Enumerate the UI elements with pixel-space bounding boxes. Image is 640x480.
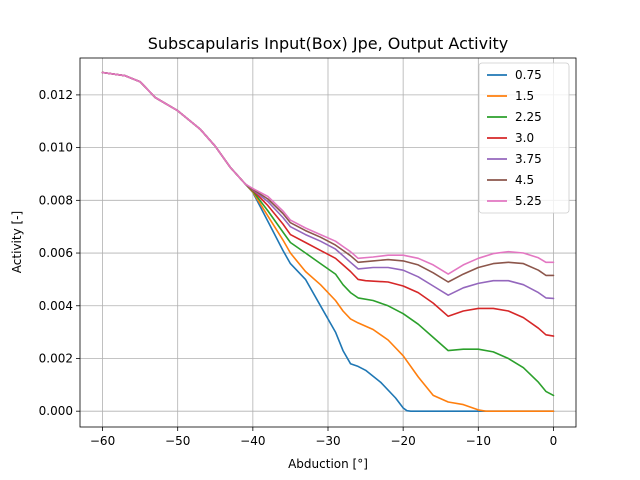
x-tick-label: −40: [240, 434, 265, 448]
series-lines: [101, 71, 555, 413]
legend-label: 3.75: [515, 152, 542, 166]
x-tick-label: −10: [466, 434, 491, 448]
y-tick-label: 0.010: [39, 141, 73, 155]
series-line-5.25: [101, 71, 555, 275]
y-tick-label: 0.004: [39, 299, 73, 313]
x-tick-label: 0: [550, 434, 558, 448]
x-axis-ticks: −60 −50 −40 −30 −20 −10 0: [90, 427, 557, 448]
y-tick-label: 0.006: [39, 246, 73, 260]
legend-label: 3.0: [515, 131, 534, 145]
legend-label: 1.5: [515, 89, 534, 103]
x-tick-label: −60: [90, 434, 115, 448]
x-tick-label: −50: [165, 434, 190, 448]
legend-label: 0.75: [515, 68, 542, 82]
y-axis-label: Activity [-]: [10, 211, 24, 273]
y-tick-label: 0.000: [39, 404, 73, 418]
legend-label: 2.25: [515, 110, 542, 124]
y-tick-label: 0.012: [39, 88, 73, 102]
legend-label: 5.25: [515, 194, 542, 208]
legend-box: [478, 62, 570, 214]
legend-label: 4.5: [515, 173, 534, 187]
x-tick-label: −20: [390, 434, 415, 448]
x-tick-label: −30: [315, 434, 340, 448]
chart-title: Subscapularis Input(Box) Jpe, Output Act…: [148, 34, 509, 53]
y-tick-label: 0.008: [39, 193, 73, 207]
y-tick-label: 0.002: [39, 351, 73, 365]
y-axis-ticks: 0.000 0.002 0.004 0.006 0.008 0.010 0.012: [39, 88, 80, 418]
x-axis-label: Abduction [°]: [288, 457, 368, 471]
legend: 0.75 1.5 2.25 3.0 3.75 4.5 5.25: [478, 62, 570, 214]
